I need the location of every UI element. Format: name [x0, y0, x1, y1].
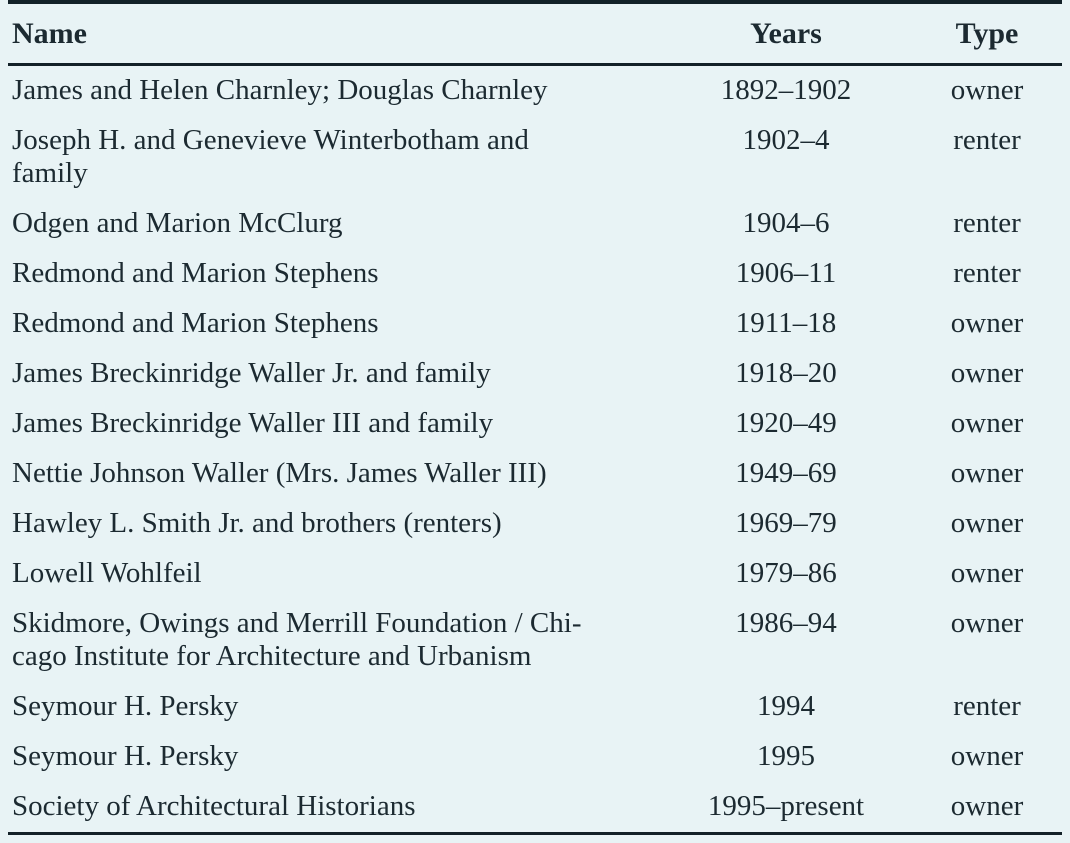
table-row: Seymour H. Persky 1994 renter [8, 682, 1062, 732]
years-cell: 1911–18 [735, 307, 837, 339]
type-cell: renter [953, 690, 1021, 722]
years-cell: 1969–79 [735, 507, 837, 539]
type-cell: owner [950, 357, 1024, 389]
table-row: Joseph H. and Genevieve Winterbotham and… [8, 116, 1062, 199]
name-cell: Society of Architectural Historians [12, 790, 416, 822]
table-row: Nettie Johnson Waller (Mrs. James Waller… [8, 449, 1062, 499]
type-cell: owner [950, 607, 1024, 639]
table-row: Society of Architectural Historians 1995… [8, 782, 1062, 834]
years-cell: 1902–4 [742, 124, 830, 156]
years-cell: 1918–20 [735, 357, 837, 389]
table-row: Lowell Wohlfeil 1979–86 owner [8, 549, 1062, 599]
years-cell: 1892–1902 [720, 74, 852, 106]
years-cell: 1995 [757, 740, 815, 772]
type-cell: renter [953, 124, 1021, 156]
years-cell: 1949–69 [735, 457, 837, 489]
name-cell: Redmond and Marion Stephens [12, 257, 379, 289]
name-cell: Nettie Johnson Waller (Mrs. James Waller… [12, 457, 547, 489]
name-cell: Seymour H. Persky [12, 740, 239, 772]
ownership-history-table: Name Years Type James and Helen Charnley… [8, 0, 1062, 835]
name-cell: Lowell Wohlfeil [12, 557, 202, 589]
table-row: Skidmore, Owings and Merrill Foundation … [8, 599, 1062, 682]
table-row: Redmond and Marion Stephens 1911–18 owne… [8, 299, 1062, 349]
years-cell: 1906–11 [735, 257, 837, 289]
column-header-type: Type [912, 2, 1062, 66]
type-cell: owner [950, 457, 1024, 489]
name-cell: Seymour H. Persky [12, 690, 239, 722]
type-cell: owner [950, 557, 1024, 589]
years-cell: 1994 [757, 690, 815, 722]
type-cell: renter [953, 207, 1021, 239]
type-cell: renter [953, 257, 1021, 289]
name-cell: Odgen and Marion McClurg [12, 207, 343, 239]
table-body: James and Helen Charnley; Douglas Charnl… [8, 65, 1062, 834]
name-cell: James Breckinridge Waller III and family [12, 407, 494, 439]
name-cell: Redmond and Marion Stephens [12, 307, 379, 339]
table-row: Hawley L. Smith Jr. and brothers (renter… [8, 499, 1062, 549]
name-cell: Skidmore, Owings and Merrill Foundation … [12, 607, 582, 672]
table-row: James Breckinridge Waller Jr. and family… [8, 349, 1062, 399]
type-cell: owner [950, 740, 1024, 772]
name-cell: Joseph H. and Genevieve Winterbotham and… [12, 124, 529, 189]
column-header-years: Years [660, 2, 912, 66]
name-cell: Hawley L. Smith Jr. and brothers (renter… [12, 507, 502, 539]
years-cell: 1995–present [707, 790, 865, 822]
name-cell: James Breckinridge Waller Jr. and family [12, 357, 491, 389]
table-header: Name Years Type [8, 2, 1062, 66]
table-row: James Breckinridge Waller III and family… [8, 399, 1062, 449]
column-header-name: Name [8, 2, 660, 66]
header-row: Name Years Type [8, 2, 1062, 66]
name-cell: James and Helen Charnley; Douglas Charnl… [12, 74, 548, 106]
table-row: James and Helen Charnley; Douglas Charnl… [8, 65, 1062, 117]
type-cell: owner [950, 790, 1024, 822]
years-cell: 1979–86 [735, 557, 837, 589]
type-cell: owner [950, 74, 1024, 106]
table-row: Odgen and Marion McClurg 1904–6 renter [8, 199, 1062, 249]
type-cell: owner [950, 307, 1024, 339]
years-cell: 1904–6 [742, 207, 830, 239]
years-cell: 1920–49 [735, 407, 837, 439]
type-cell: owner [950, 407, 1024, 439]
type-cell: owner [950, 507, 1024, 539]
table-row: Seymour H. Persky 1995 owner [8, 732, 1062, 782]
years-cell: 1986–94 [735, 607, 837, 639]
table-row: Redmond and Marion Stephens 1906–11 rent… [8, 249, 1062, 299]
